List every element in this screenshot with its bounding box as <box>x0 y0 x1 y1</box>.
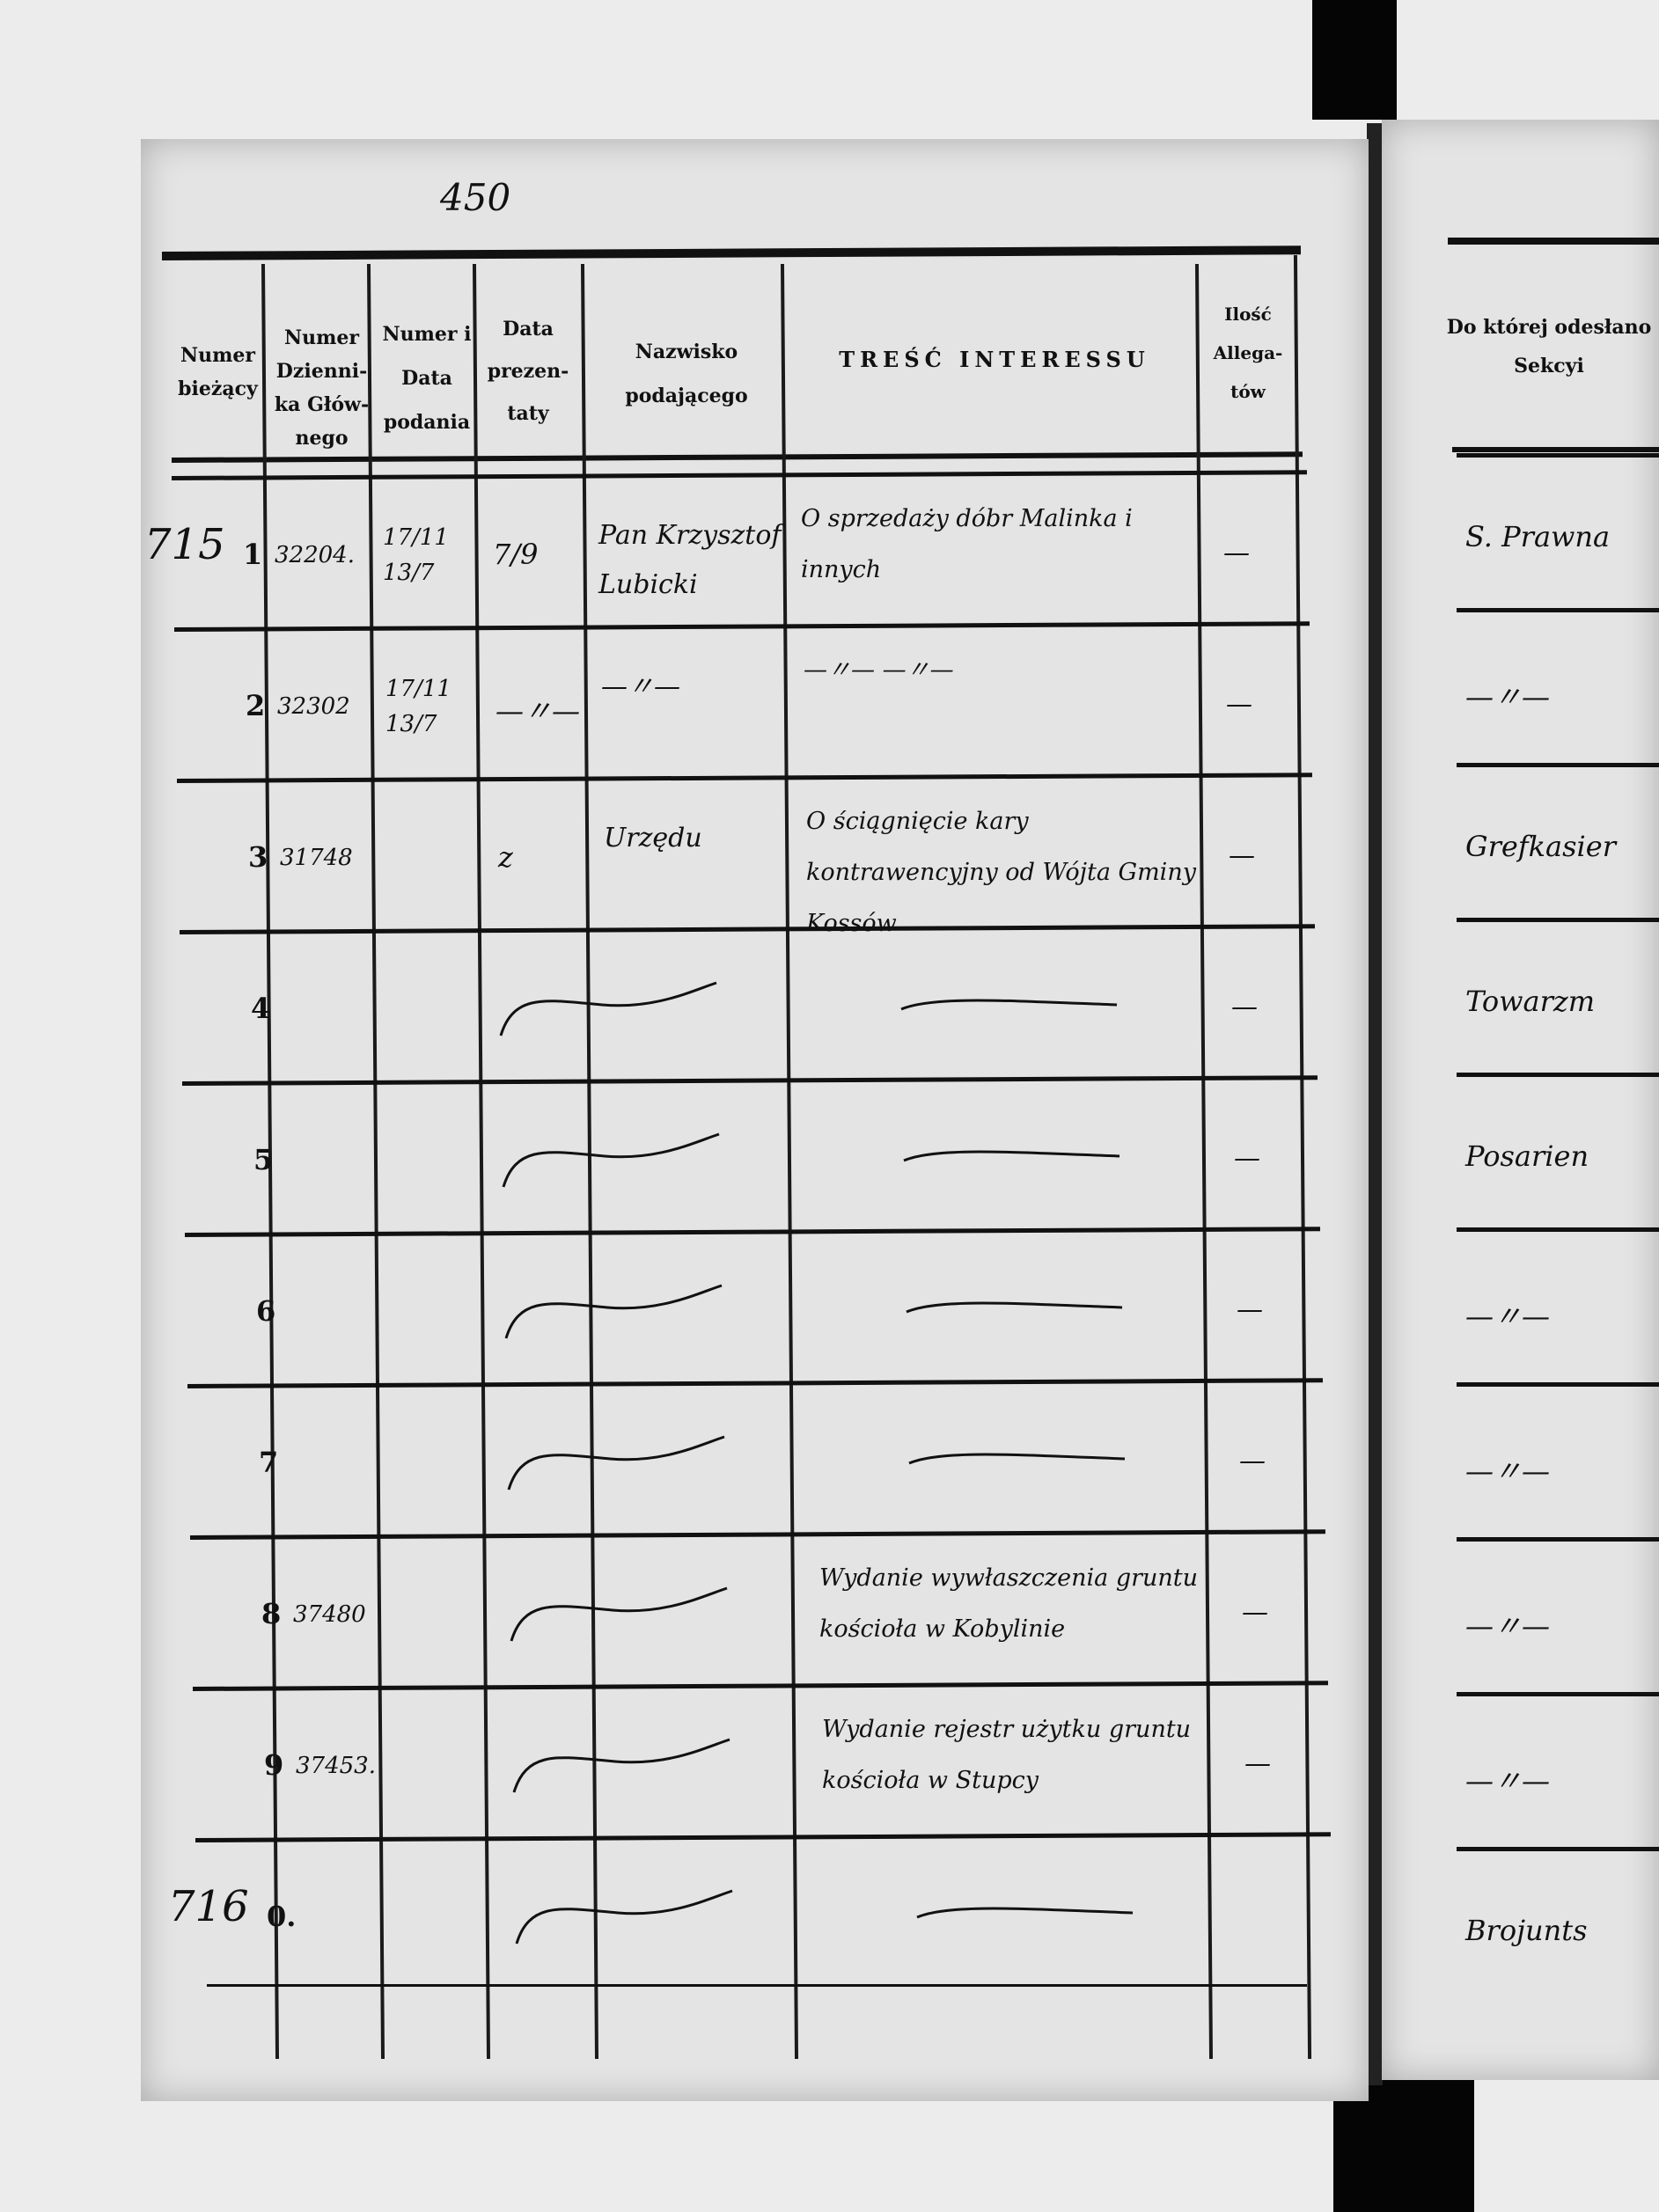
row-journal-number: 37453. <box>296 1753 376 1779</box>
row-section: —〃— <box>1465 1454 1551 1488</box>
row-section: S. Prawna <box>1465 520 1611 553</box>
row-section: Grefkasier <box>1465 830 1616 863</box>
ditto-squiggle <box>515 1889 733 1945</box>
right-header-top-rule <box>1448 238 1659 245</box>
header-main-journal-number: Numer Dzienni-ka Głów-nego <box>274 326 370 450</box>
page-number: 450 <box>440 176 511 219</box>
row-attachments: — <box>1244 1748 1271 1779</box>
row-petitioner: Urzędu <box>604 823 702 853</box>
row-content: Wydanie rejestr użytku gruntu kościoła w… <box>822 1716 1192 1794</box>
row-number: 8 <box>261 1597 282 1630</box>
row-number: 5 <box>253 1143 274 1176</box>
row-attachments: — <box>1242 1597 1268 1628</box>
ditto-squiggle <box>906 1301 1123 1314</box>
row-number: 7 <box>259 1446 279 1479</box>
row-content: O sprzedaży dóbr Malinka i innych <box>801 505 1133 583</box>
row-attachments: — <box>1226 689 1252 720</box>
right-row-divider <box>1457 453 1659 458</box>
ditto-squiggle <box>908 1453 1126 1465</box>
row-number: 6 <box>256 1294 276 1328</box>
row-petitioner: Pan Krzysztof Lubicki <box>598 520 782 600</box>
row-journal-number: 37480 <box>293 1601 366 1628</box>
row-number-date: 17/11 13/7 <box>383 524 449 586</box>
right-row-divider <box>1457 1073 1659 1077</box>
row-section: Brojunts <box>1465 1914 1588 1947</box>
header-date-presented: Data prezen-taty <box>487 318 569 425</box>
row-number: 0. <box>267 1900 297 1933</box>
header-content: TREŚĆ INTERESSU <box>839 347 1150 372</box>
row-number: 2 <box>246 689 266 722</box>
right-row-divider <box>1457 918 1659 922</box>
row-journal-number: 31748 <box>280 845 353 871</box>
row-attachments: — <box>1231 992 1258 1022</box>
ditto-squiggle <box>504 1284 723 1339</box>
row-margin-number: 715 <box>144 520 225 569</box>
ditto-squiggle <box>502 1132 720 1188</box>
header-current-number: Numer bieżący <box>178 344 258 400</box>
right-row-divider <box>1457 1537 1659 1542</box>
ditto-squiggle <box>916 1907 1134 1919</box>
scan-dark-gutter <box>1367 123 1383 2085</box>
row-journal-number: 32302 <box>277 693 350 720</box>
header-petitioner: Nazwisko podającego <box>625 341 748 407</box>
right-row-divider <box>1457 1692 1659 1696</box>
right-header-bottom-rule <box>1452 447 1659 452</box>
row-section: —〃— <box>1465 680 1551 714</box>
row-petitioner: —〃— <box>601 671 680 702</box>
ditto-squiggle <box>507 1435 725 1491</box>
row-number-date: 17/11 13/7 <box>385 676 451 737</box>
header-section: Do której odesłano Sekcyi <box>1446 316 1652 377</box>
row-attachments: — <box>1223 538 1250 568</box>
row-margin-number: 716 <box>168 1882 249 1931</box>
row-number: 1 <box>243 538 263 571</box>
right-row-divider <box>1457 1847 1659 1851</box>
row-attachments: — <box>1229 840 1255 871</box>
left-page <box>141 139 1369 2101</box>
row-attachments: — <box>1234 1143 1260 1174</box>
ditto-squiggle <box>499 981 717 1036</box>
right-row-divider <box>1457 1227 1659 1232</box>
row-section: Posarien <box>1465 1139 1589 1173</box>
row-section: —〃— <box>1465 1300 1551 1333</box>
scan-dark-edge-top <box>1312 0 1397 120</box>
row-section: —〃— <box>1465 1609 1551 1643</box>
row-journal-number: 32204. <box>275 542 355 568</box>
row-number: 4 <box>251 992 271 1025</box>
row-date-presented: —〃— <box>495 694 581 728</box>
scan-dark-edge-bottom <box>1333 2080 1474 2212</box>
ditto-squiggle <box>900 999 1118 1011</box>
row-attachments: — <box>1237 1294 1263 1325</box>
row-section: —〃— <box>1465 1764 1551 1798</box>
right-page <box>1382 120 1659 2080</box>
header-attachments: Ilość Allega-tów <box>1213 304 1283 402</box>
header-number-and-date: Numer i Data podania <box>382 323 472 434</box>
row-section: Towarzm <box>1465 985 1596 1018</box>
row-date-presented: z <box>498 840 513 874</box>
row-content: —〃— —〃— <box>804 656 954 684</box>
right-row-divider <box>1457 763 1659 767</box>
row-content: Wydanie wywłaszczenia gruntu kościoła w … <box>819 1564 1199 1643</box>
table-bottom-rule <box>207 1984 1307 1987</box>
right-row-divider <box>1457 1382 1659 1387</box>
row-number: 9 <box>264 1748 284 1782</box>
ditto-squiggle <box>903 1150 1120 1162</box>
row-date-presented: 7/9 <box>493 538 539 571</box>
row-content: O ściągnięcie kary kontrawencyjny od Wój… <box>806 808 1196 937</box>
right-row-divider <box>1457 608 1659 612</box>
ditto-squiggle <box>510 1586 728 1642</box>
row-attachments: — <box>1239 1446 1266 1476</box>
ditto-squiggle <box>512 1738 730 1793</box>
row-number: 3 <box>248 840 268 874</box>
